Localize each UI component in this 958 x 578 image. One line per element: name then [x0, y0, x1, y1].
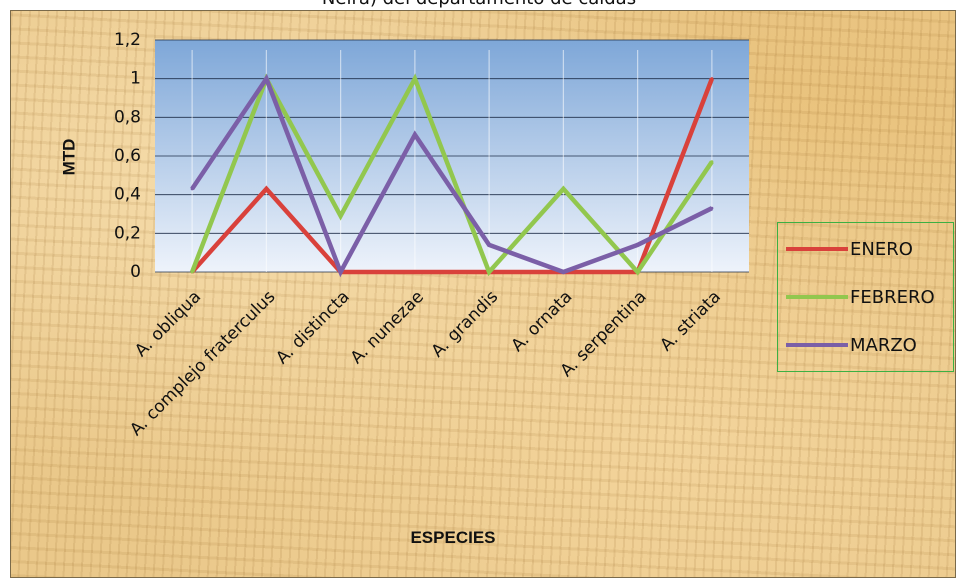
series-line-enero: [190, 77, 715, 275]
legend-label-enero: ENERO: [850, 238, 913, 260]
data-point-marzo: [561, 270, 565, 274]
y-tick-label: 0,8: [114, 107, 141, 127]
legend: ENERO FEBRERO MARZO: [777, 222, 954, 372]
legend-item-enero: ENERO: [786, 237, 913, 261]
data-point-febrero: [190, 270, 194, 274]
legend-item-febrero: FEBRERO: [786, 285, 935, 309]
legend-swatch-febrero: [786, 295, 848, 299]
y-tick-label: 0: [130, 262, 141, 282]
y-tick-label: 1,2: [114, 30, 141, 50]
data-point-marzo: [487, 243, 491, 247]
x-tick-label: A. striata: [656, 287, 725, 356]
chart-title: Neira) del departamento de caldas: [0, 0, 958, 9]
legend-item-marzo: MARZO: [786, 333, 917, 357]
x-axis-label: ESPECIES: [410, 528, 495, 547]
y-tick-label: 1: [130, 69, 141, 89]
data-point-febrero: [561, 187, 565, 191]
data-point-marzo: [190, 187, 194, 191]
data-point-marzo: [339, 270, 343, 274]
x-tick-label: A. complejo fraterculus: [126, 287, 279, 440]
y-tick-label: 0,2: [114, 223, 141, 243]
data-point-febrero: [339, 214, 343, 218]
x-tick-label: A. obliqua: [131, 287, 205, 361]
data-point-enero: [710, 77, 714, 81]
data-point-enero: [413, 270, 417, 274]
y-tick-label: 0,6: [114, 146, 141, 166]
data-point-enero: [264, 187, 268, 191]
data-point-marzo: [264, 77, 268, 81]
series-line-febrero: [189, 73, 714, 277]
legend-label-febrero: FEBRERO: [850, 286, 935, 308]
data-point-febrero: [636, 270, 640, 274]
data-point-febrero: [710, 160, 714, 164]
y-axis-label: MTD: [59, 139, 78, 176]
data-point-febrero: [487, 270, 491, 274]
series-line-marzo: [190, 73, 713, 278]
x-tick-label: A. ornata: [507, 287, 576, 356]
x-tick-label: A. nunezae: [347, 287, 428, 368]
x-tick-label: A. grandis: [428, 287, 503, 362]
title-strip: Neira) del departamento de caldas: [0, 0, 958, 10]
data-point-marzo: [710, 206, 714, 210]
data-point-febrero: [413, 77, 417, 81]
legend-swatch-enero: [786, 247, 848, 251]
data-point-marzo: [636, 243, 640, 247]
x-tick-label: A. distincta: [272, 287, 353, 368]
legend-swatch-marzo: [786, 343, 848, 347]
legend-label-marzo: MARZO: [850, 334, 917, 356]
y-tick-label: 0,4: [114, 185, 141, 205]
data-point-marzo: [413, 133, 417, 137]
